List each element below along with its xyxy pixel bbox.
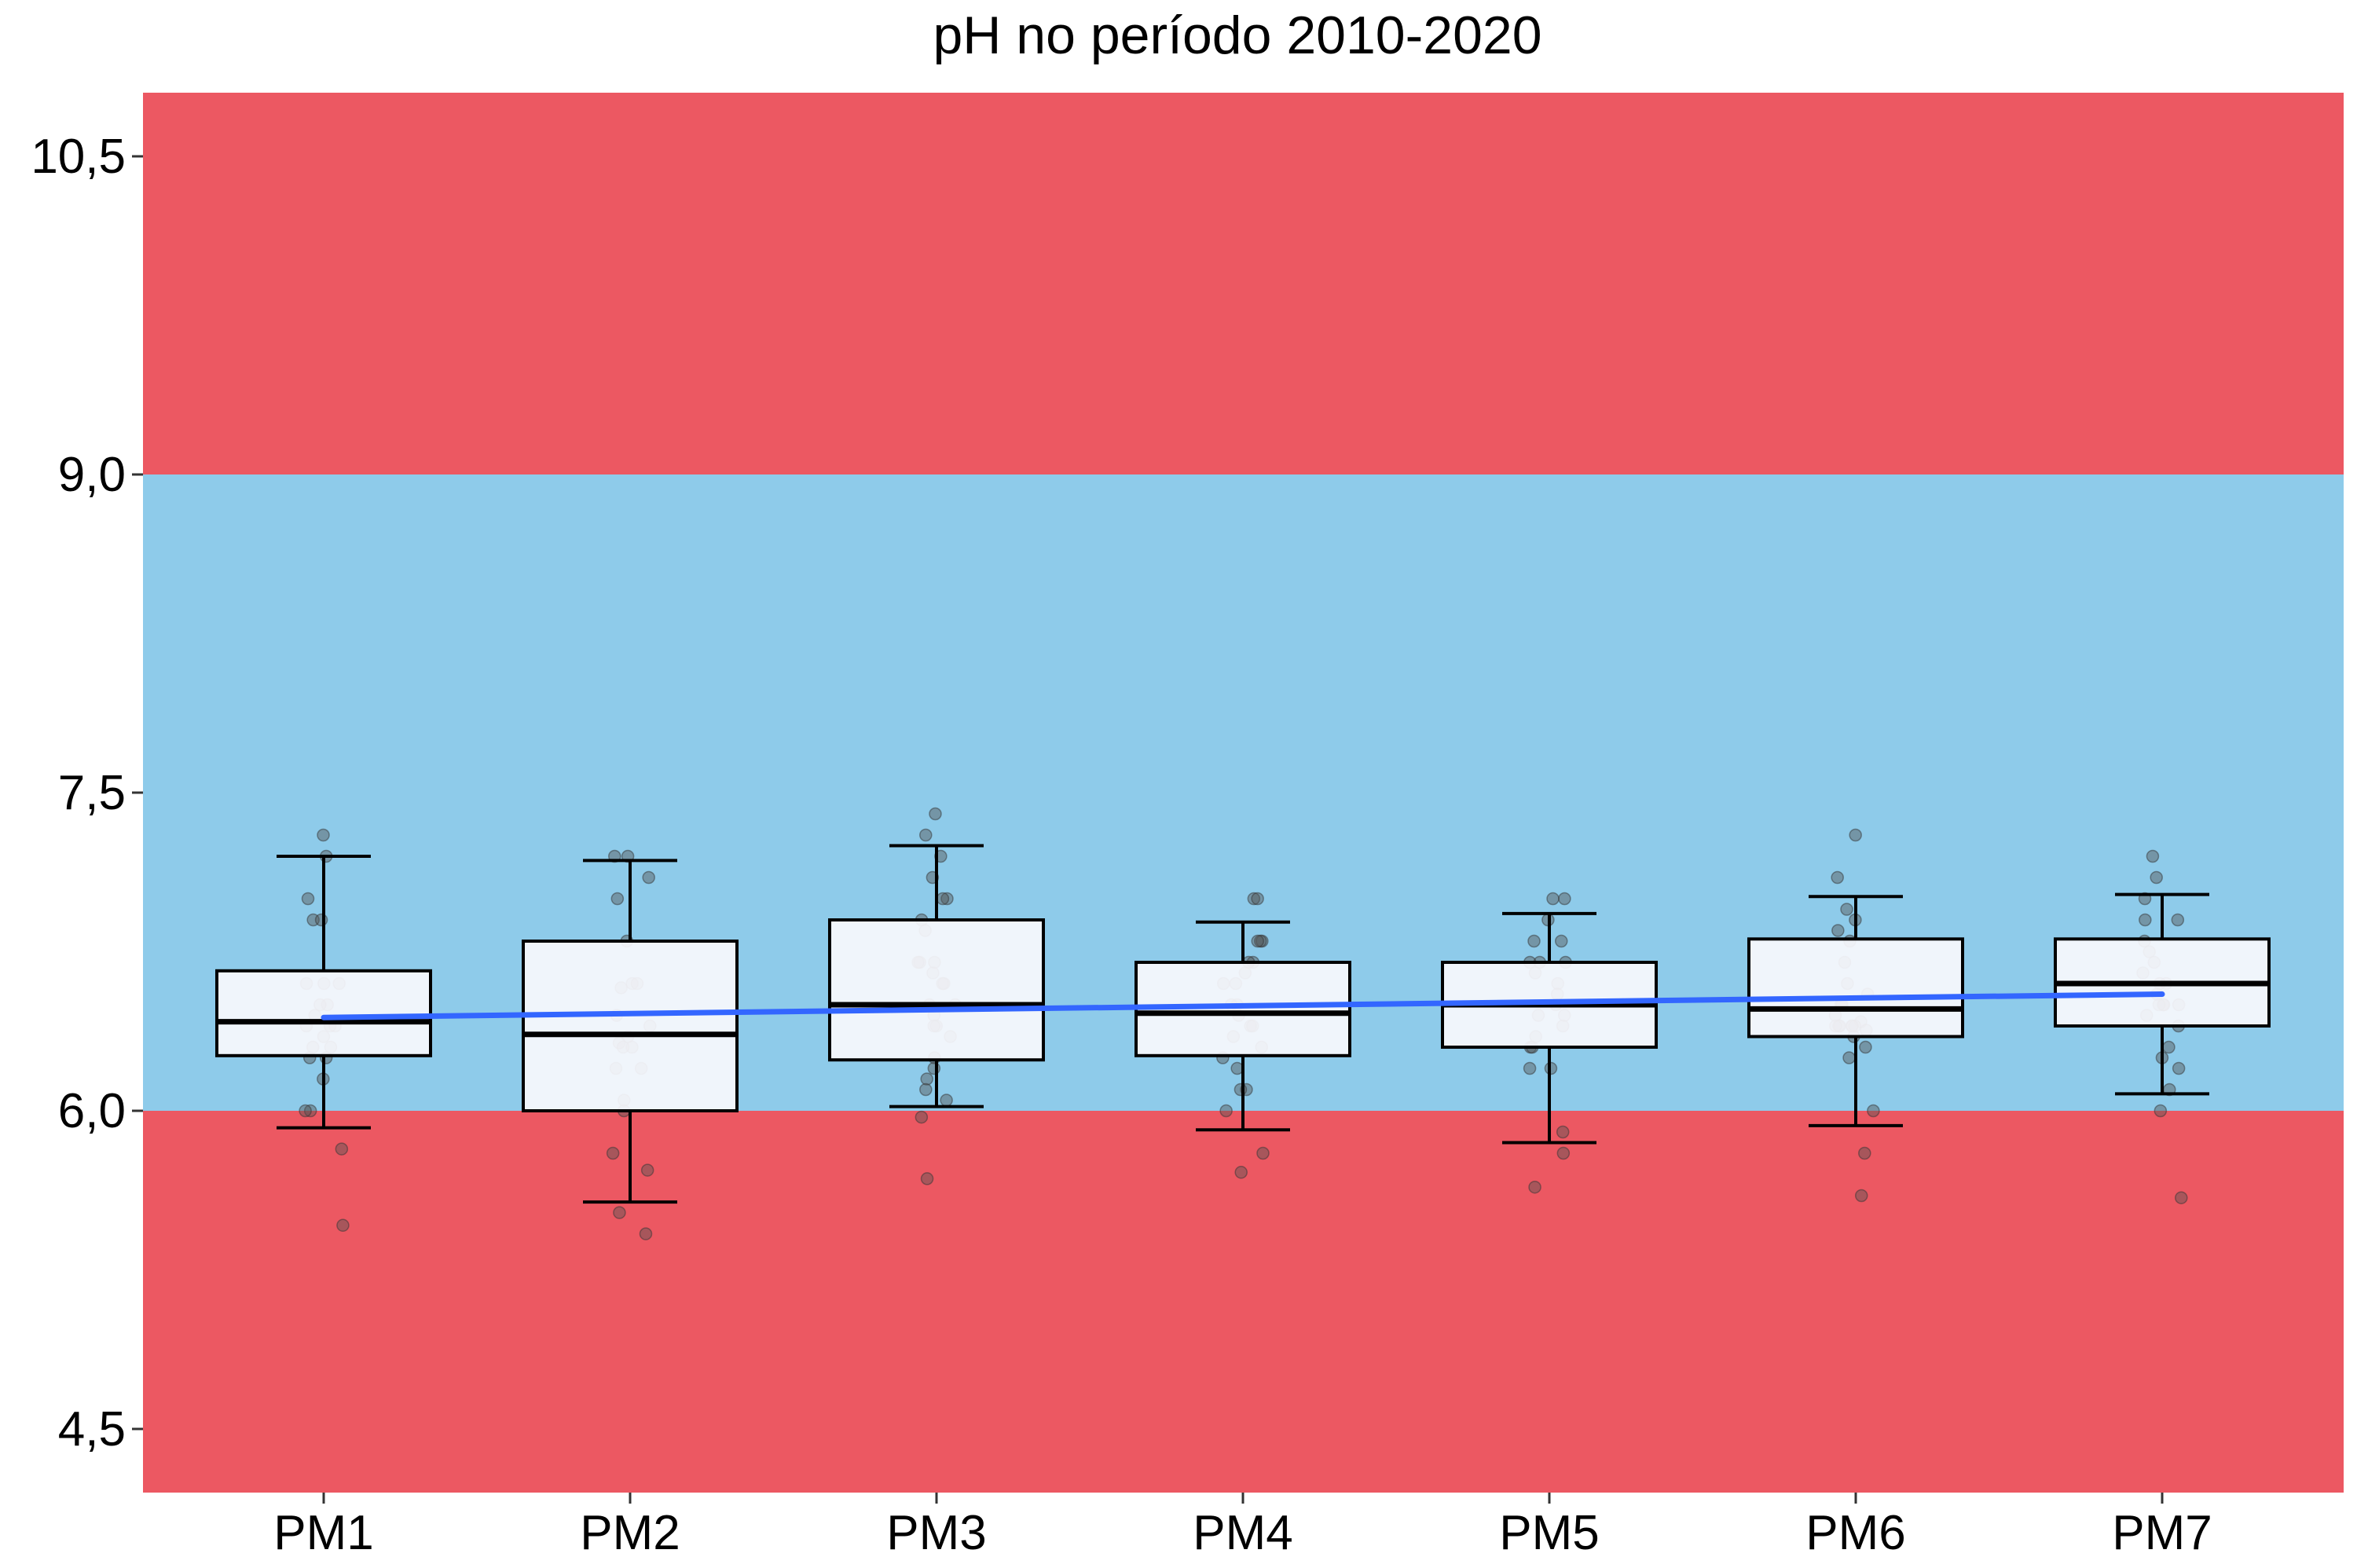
data-point: [1556, 1146, 1571, 1160]
data-point: [640, 1163, 654, 1177]
data-point: [2172, 1061, 2186, 1075]
data-point: [919, 828, 933, 842]
data-point: [2171, 913, 2185, 927]
data-point: [299, 1104, 312, 1118]
data-point: [1554, 934, 1568, 948]
band-0: [143, 1111, 2344, 1493]
x-axis: PM1 PM2 PM3 PM4 PM5 PM6 PM7: [273, 1493, 2212, 1560]
data-point: [1546, 892, 1560, 906]
chart-title: pH no período 2010-2020: [933, 5, 1541, 65]
data-point: [1230, 1061, 1244, 1075]
data-point: [1831, 870, 1844, 885]
boxplot-pm2: [522, 859, 739, 1204]
box-iqr: [828, 918, 1045, 1062]
data-point: [1256, 1146, 1270, 1160]
data-point: [1859, 1040, 1872, 1054]
data-point: [1858, 1146, 1871, 1160]
data-point: [915, 1110, 929, 1124]
ytick-label-0: 4,5: [58, 1402, 126, 1456]
data-point: [1233, 1083, 1248, 1097]
data-point: [920, 1172, 934, 1185]
data-point: [940, 892, 954, 906]
data-point: [1854, 1189, 1868, 1203]
data-point: [1840, 903, 1853, 916]
data-point: [1527, 934, 1541, 948]
box-iqr: [215, 969, 432, 1057]
xtick-label-5: PM6: [1805, 1506, 1905, 1560]
data-point: [1867, 1104, 1880, 1118]
data-point: [2146, 849, 2160, 863]
data-point: [317, 828, 330, 842]
data-point: [610, 892, 625, 906]
data-point: [2139, 913, 2152, 927]
data-point: [336, 1218, 350, 1233]
data-point: [1558, 892, 1571, 906]
data-point: [2175, 1191, 2188, 1204]
boxplot-pm1: [215, 855, 432, 1130]
y-axis: 4,5 6,0 7,5 9,0 10,5: [31, 130, 143, 1456]
trend-line: [321, 991, 2165, 1020]
threshold-bands: [143, 93, 2344, 1493]
data-point: [919, 1083, 933, 1097]
data-point: [1842, 1051, 1856, 1064]
data-point: [1556, 1125, 1570, 1139]
data-point: [1251, 934, 1264, 948]
ytick-label-2: 7,5: [58, 766, 126, 820]
data-point: [2154, 1104, 2168, 1118]
boxplots: [215, 844, 2271, 1204]
data-point: [642, 870, 655, 885]
data-point: [1219, 1104, 1233, 1118]
box-iqr: [1747, 937, 1964, 1039]
xtick-label-4: PM5: [1499, 1506, 1599, 1560]
data-point: [2150, 870, 2163, 885]
ytick-label-4: 10,5: [31, 130, 126, 184]
data-point: [920, 1072, 933, 1086]
data-point: [2162, 1040, 2176, 1054]
xtick-label-3: PM4: [1193, 1506, 1292, 1560]
data-point: [1251, 892, 1264, 906]
data-point: [1528, 1180, 1541, 1194]
trend-line-group: [321, 991, 2165, 1020]
data-point: [929, 807, 942, 821]
data-point: [301, 892, 315, 906]
data-point: [936, 892, 950, 906]
data-point: [927, 1061, 941, 1075]
data-point: [606, 1146, 620, 1160]
data-point: [613, 1206, 626, 1219]
data-point: [1234, 1166, 1248, 1179]
boxplot-pm7: [2054, 892, 2271, 1096]
boxplot-pm6: [1747, 895, 1964, 1127]
xtick-label-0: PM1: [273, 1506, 373, 1560]
box-iqr: [522, 940, 739, 1112]
data-point: [314, 913, 328, 927]
data-point: [1831, 924, 1845, 937]
data-point: [639, 1227, 653, 1240]
ytick-label-1: 6,0: [58, 1084, 126, 1138]
ytick-label-3: 9,0: [58, 448, 126, 502]
xtick-label-6: PM7: [2112, 1506, 2212, 1560]
boxplot-pm3: [828, 844, 1045, 1108]
data-point: [940, 1094, 953, 1107]
data-point: [303, 1104, 317, 1118]
xtick-label-1: PM2: [580, 1506, 680, 1560]
data-point: [335, 1142, 349, 1156]
band-2: [143, 93, 2344, 474]
data-point: [1247, 892, 1261, 906]
data-point: [1523, 1061, 1537, 1075]
xtick-label-2: PM3: [886, 1506, 986, 1560]
data-point: [1849, 828, 1862, 842]
